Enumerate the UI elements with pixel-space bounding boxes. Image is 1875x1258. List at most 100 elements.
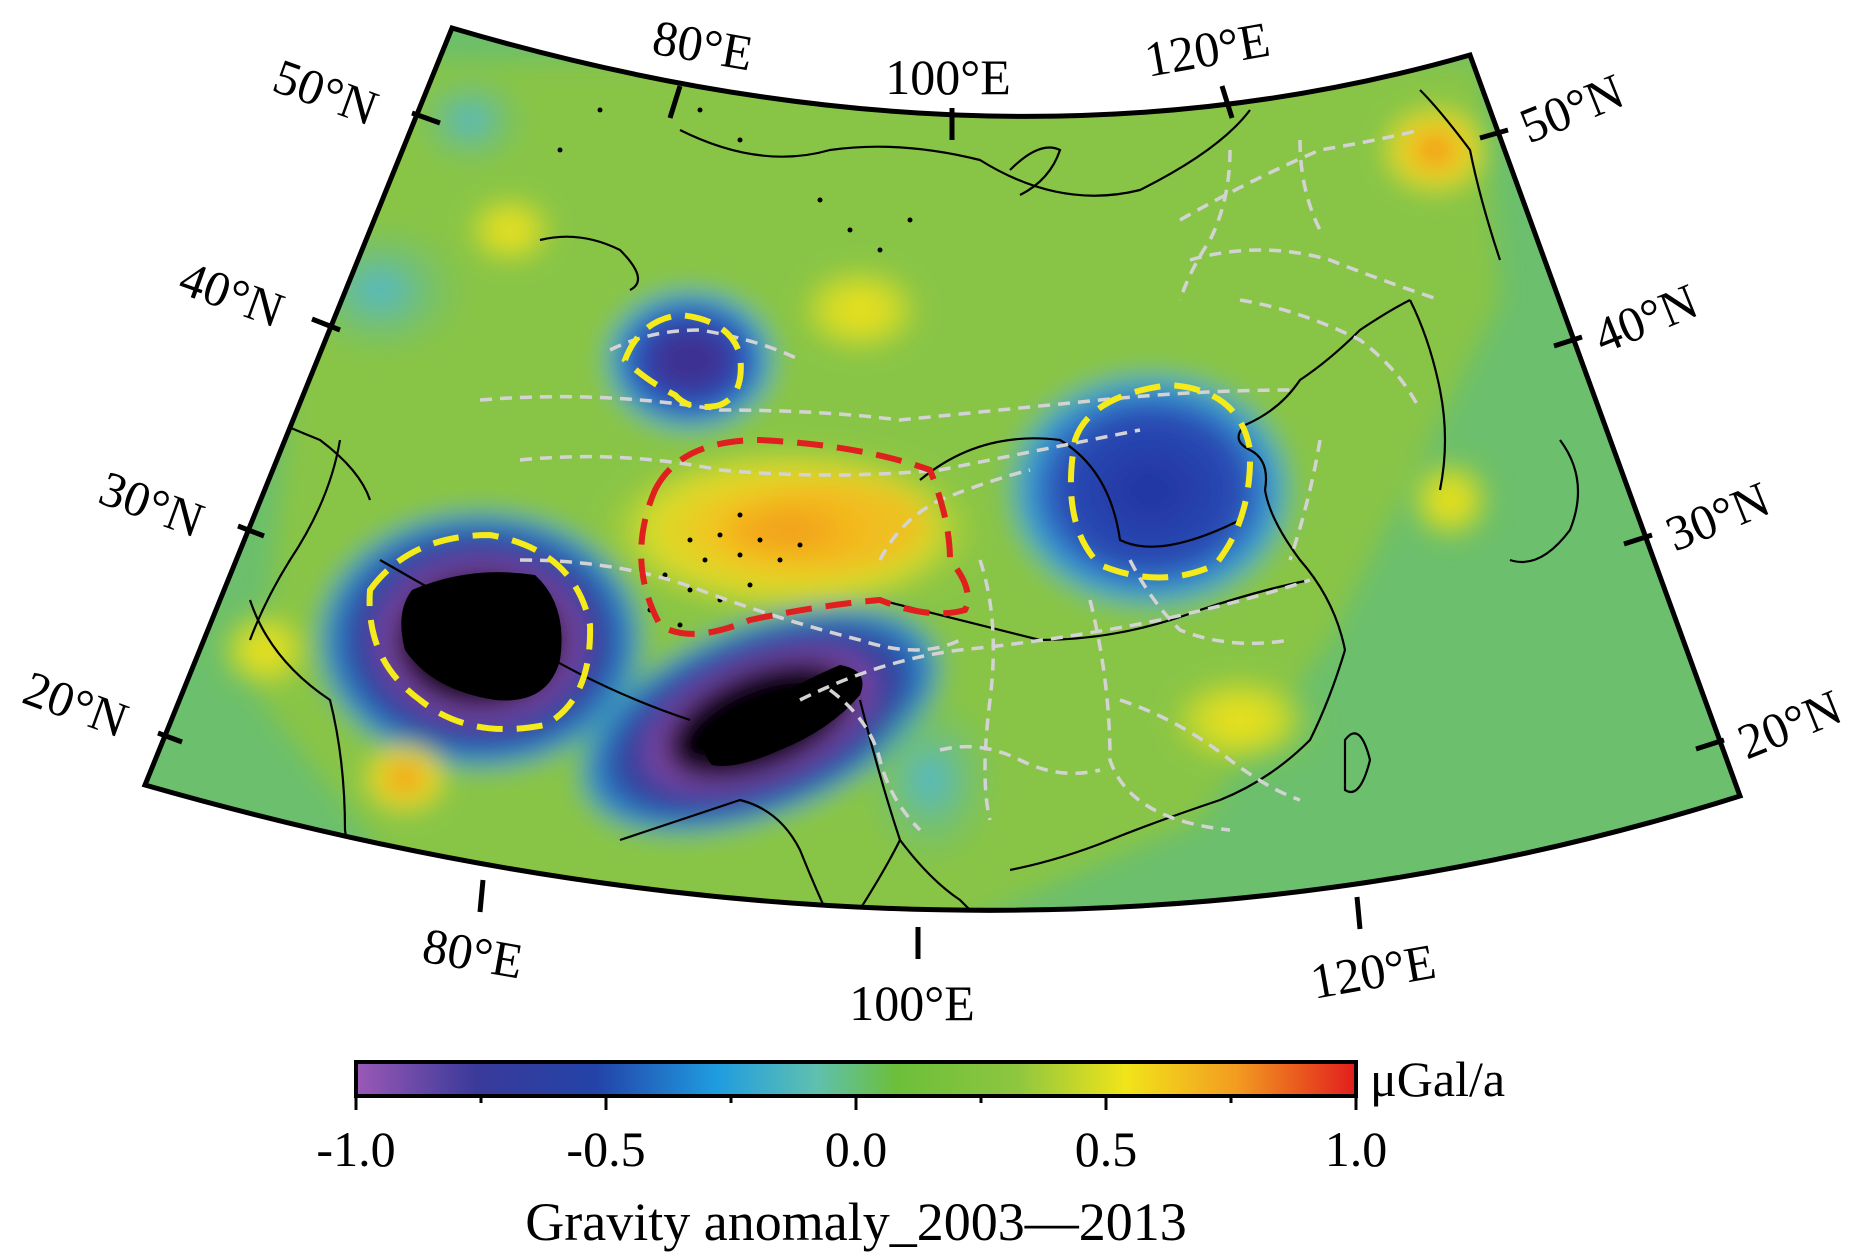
north-india-saturated-core (401, 572, 562, 701)
colorbar-gradient (354, 1060, 1358, 1098)
block-boundary (1088, 599, 1231, 832)
lake-dot (757, 537, 763, 543)
block-boundary (1178, 149, 1232, 301)
lake-dot (737, 552, 743, 558)
block-boundary (479, 388, 1291, 422)
lake-dot (697, 107, 703, 113)
colorbar-title: Gravity anomaly_2003—2013 (525, 1192, 1186, 1252)
block-boundary (1189, 248, 1441, 302)
colorbar-tick-label: -1.0 (316, 1121, 395, 1177)
mongolia-positive-spot (790, 260, 930, 360)
coast-bohai (1244, 299, 1411, 427)
river-yangtze (879, 578, 1311, 642)
lake-dot (737, 137, 743, 143)
lake-dot (687, 587, 693, 593)
tibet-red-outline (638, 436, 971, 637)
map-ticks (157, 85, 1725, 959)
highlight-regions (366, 311, 1254, 733)
top-lon-label-100e: 100°E (885, 49, 1011, 105)
lake-dot (777, 557, 783, 563)
lake-dot (797, 542, 803, 548)
block-boundary (1288, 439, 1322, 561)
tarim-negative-core (650, 330, 730, 390)
tarim-yellow-outline (621, 311, 744, 410)
colorbar-ticks (354, 1096, 1358, 1110)
coast-bay-of-bengal (619, 798, 841, 911)
river-mekong (858, 699, 902, 841)
right-lat-label-40n: 40°N (1586, 272, 1705, 364)
tick-left-20n (157, 730, 183, 745)
bottom-lon-label-80e: 80°E (419, 917, 528, 990)
lake-dot (847, 227, 853, 233)
border-mongolia (679, 109, 1251, 197)
northwest-cyan-halo (410, 70, 530, 170)
block-boundary (519, 428, 1141, 477)
top-lon-label-80e: 80°E (649, 9, 758, 82)
bottom-lon-label-120e: 120°E (1306, 933, 1439, 1010)
tick-bottom-120e (1354, 896, 1363, 930)
river-yellow (919, 437, 1241, 548)
river-ganges (379, 559, 691, 722)
northeast-positive-spot (1375, 100, 1495, 200)
coast-japan (1509, 439, 1580, 564)
tick-top-120e (1219, 85, 1235, 119)
block-boundary (939, 744, 1101, 776)
block-boundary (1179, 128, 1421, 222)
block-boundary (978, 559, 996, 821)
north-china-yellow-outline (1067, 381, 1254, 581)
block-boundary (1119, 698, 1301, 802)
colorbar-tick-label: 0.0 (825, 1121, 888, 1177)
block-boundary (1239, 298, 1422, 411)
tick-right-20n (1695, 737, 1725, 752)
right-lat-label-30n: 30°N (1658, 470, 1777, 562)
left-lat-label-50n: 50°N (266, 48, 385, 137)
coast-hainan (1120, 917, 1160, 948)
lake-dot (557, 147, 563, 153)
coast-south-china (1009, 649, 1347, 872)
colorbar-tick-label: -0.5 (566, 1121, 645, 1177)
block-boundary (1128, 559, 1291, 646)
south-china-positive-spot (1160, 670, 1320, 770)
lake-baikal (1009, 146, 1062, 196)
tick-left-40n (311, 316, 341, 333)
block-boundary (799, 578, 1311, 702)
tick-right-50n (1479, 127, 1509, 141)
north-india-yellow-outline (366, 531, 594, 733)
tibet-positive-anomaly-core (750, 480, 930, 570)
right-lat-label-20n: 20°N (1730, 678, 1849, 770)
coast-east-china (1237, 424, 1347, 651)
top-lon-label-120e: 120°E (1140, 11, 1273, 88)
tick-top-80e (667, 85, 683, 119)
west-india-positive-spot (215, 605, 315, 695)
coast-indochina (839, 837, 1011, 911)
left-lat-label-30n: 30°N (92, 460, 211, 549)
north-kazakh-positive-spot (460, 190, 560, 270)
lake-dot (877, 247, 883, 253)
lake-dot (817, 197, 823, 203)
coast-korea (1409, 299, 1447, 491)
tick-left-30n (237, 523, 265, 539)
colorbar-tick-label: 1.0 (1325, 1121, 1388, 1177)
colorbar-tick-label: 0.5 (1075, 1121, 1138, 1177)
block-boundary (519, 558, 961, 652)
lake-balkhash (539, 235, 640, 291)
lake-dot (737, 512, 743, 518)
lake-dot (687, 537, 693, 543)
lake-dot (907, 217, 913, 223)
tick-right-30n (1623, 532, 1653, 547)
bottom-lon-label-100e: 100°E (849, 975, 975, 1031)
lake-dot (747, 582, 753, 588)
tick-left-50n (411, 110, 441, 126)
map-frame (141, 24, 1744, 913)
colorbar: -1.0 -0.5 0.0 0.5 1.0 μGal/a Gravity ano… (316, 1051, 1505, 1252)
block-boundary (828, 688, 922, 832)
korea-positive-spot (1405, 455, 1495, 545)
left-lat-label-20n: 20°N (16, 660, 135, 749)
right-lat-label-50n: 50°N (1512, 62, 1631, 154)
river-indus (248, 439, 342, 641)
lake-dot (702, 557, 708, 563)
lake-dot (717, 532, 723, 538)
central-india-positive-spot (357, 738, 453, 818)
tick-right-40n (1553, 334, 1583, 349)
